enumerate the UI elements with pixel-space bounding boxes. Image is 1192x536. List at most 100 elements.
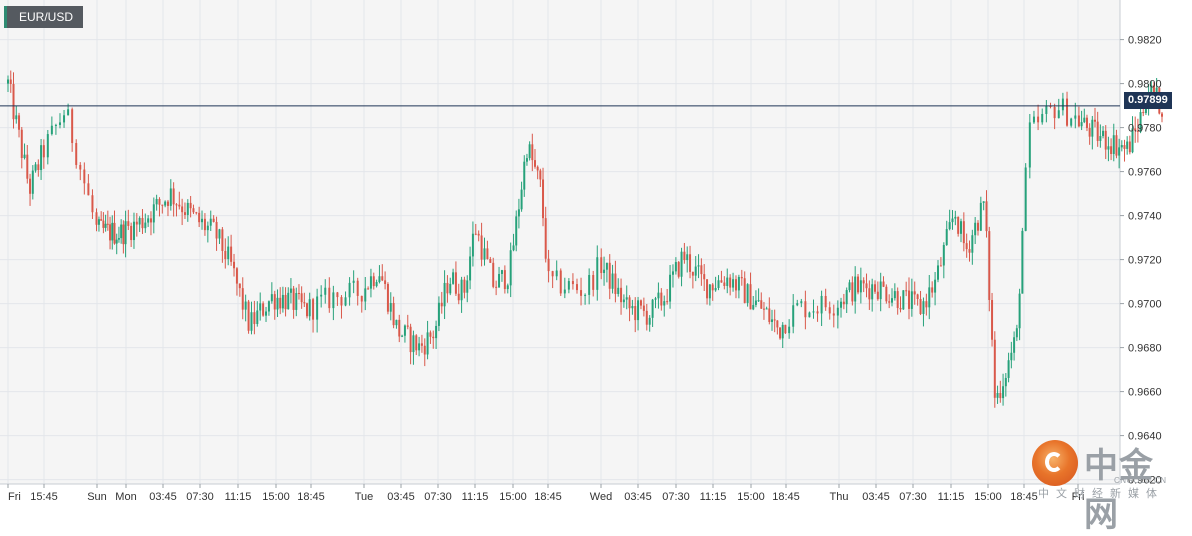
candle-body <box>1045 106 1048 114</box>
candle-body <box>495 286 498 288</box>
candle-body <box>762 308 765 310</box>
candle-body <box>592 275 595 290</box>
candle-body <box>746 284 749 303</box>
candle-body <box>800 301 803 304</box>
candle-body <box>420 343 423 346</box>
candle-body <box>369 276 372 289</box>
candle-body <box>289 288 292 293</box>
candle-body <box>617 287 620 294</box>
candle-body <box>367 288 370 290</box>
candle-body <box>836 307 839 316</box>
candle-body <box>637 300 640 321</box>
candle-body <box>816 311 819 314</box>
candle-body <box>1134 128 1137 131</box>
logo-mark-icon <box>1032 440 1078 486</box>
candle-body <box>443 282 446 307</box>
candle-body <box>523 161 526 190</box>
candle-body <box>1070 118 1073 126</box>
candle-body <box>392 303 395 326</box>
candle-body <box>437 302 440 326</box>
logo-slogan-text: 中文财经新媒体 <box>1038 487 1164 500</box>
candle-body <box>905 290 908 292</box>
candle-body <box>1057 110 1060 119</box>
candle-body <box>406 325 409 327</box>
candle-body <box>284 294 287 310</box>
x-tick-label: 03:45 <box>149 491 177 503</box>
candle-body <box>902 290 905 310</box>
candle-body <box>948 222 951 230</box>
candle-body <box>238 283 241 289</box>
candle-body <box>642 305 645 311</box>
watermark-logo: 中金网 CNGOLD.CN 中文财经新媒体 <box>1032 436 1182 535</box>
y-tick-label: 0.9820 <box>1128 35 1162 47</box>
candle-body <box>409 326 412 353</box>
candle-body <box>720 280 723 283</box>
candle-body <box>788 326 791 334</box>
candle-body <box>776 320 779 328</box>
candle-body <box>262 303 265 316</box>
candle-body <box>771 319 773 322</box>
candle-body <box>87 183 90 196</box>
x-tick-label: Mon <box>115 491 136 503</box>
candle-body <box>415 335 418 351</box>
candle-body <box>1094 119 1097 122</box>
candle-body <box>622 299 625 303</box>
candle-body <box>12 83 15 120</box>
candle-body <box>1161 113 1163 117</box>
x-tick-label: Tue <box>355 491 374 503</box>
candle-body <box>968 249 971 253</box>
candle-body <box>1152 85 1155 97</box>
candle-body <box>79 164 82 170</box>
candle-body <box>492 262 495 287</box>
candle-body <box>471 233 474 257</box>
candle-body <box>42 145 45 158</box>
candle-body <box>620 287 623 303</box>
candle-body <box>460 279 463 301</box>
x-tick-label: 18:45 <box>1010 491 1038 503</box>
candle-body <box>985 201 988 232</box>
candle-body <box>71 109 74 144</box>
candle-body <box>15 115 18 120</box>
candle-body <box>18 115 21 130</box>
candle-body <box>1066 98 1069 126</box>
candle-body <box>515 216 518 246</box>
candle-body <box>474 233 477 235</box>
candle-body <box>46 134 49 158</box>
candle-body <box>50 125 53 135</box>
y-tick-label: 0.9660 <box>1128 387 1162 399</box>
candle-body <box>364 288 367 302</box>
candle-body <box>1112 135 1115 154</box>
candle-body <box>306 303 309 317</box>
candle-body <box>26 154 29 179</box>
candle-body <box>639 300 642 306</box>
candle-body <box>796 303 799 306</box>
logo-domain-text: CNGOLD.CN <box>1114 476 1167 485</box>
candle-body <box>1155 87 1158 97</box>
symbol-badge[interactable]: EUR/USD <box>4 6 84 28</box>
candle-body <box>503 270 506 290</box>
candle-body <box>697 265 700 267</box>
candle-body <box>824 295 827 308</box>
candle-body <box>111 222 114 241</box>
candle-body <box>91 195 94 213</box>
candle-body <box>703 274 706 280</box>
candle-body <box>517 209 520 217</box>
candle-body <box>520 189 523 210</box>
x-tick-label: 11:15 <box>700 491 727 503</box>
candle-body <box>412 335 415 353</box>
candle-body <box>882 281 885 287</box>
candle-body <box>651 299 654 318</box>
candle-body <box>241 288 244 310</box>
candle-body <box>1102 130 1105 137</box>
x-tick-label: 15:00 <box>737 491 765 503</box>
candle-body <box>34 164 37 171</box>
candle-body <box>95 212 98 225</box>
candle-body <box>752 304 755 310</box>
candle-body <box>356 280 359 296</box>
candle-body <box>158 198 161 205</box>
candle-body <box>1088 127 1091 137</box>
candle-body <box>743 278 746 303</box>
candle-body <box>960 221 963 234</box>
candle-body <box>1053 106 1056 119</box>
current-price-tag: 0.97899 <box>1124 92 1172 109</box>
